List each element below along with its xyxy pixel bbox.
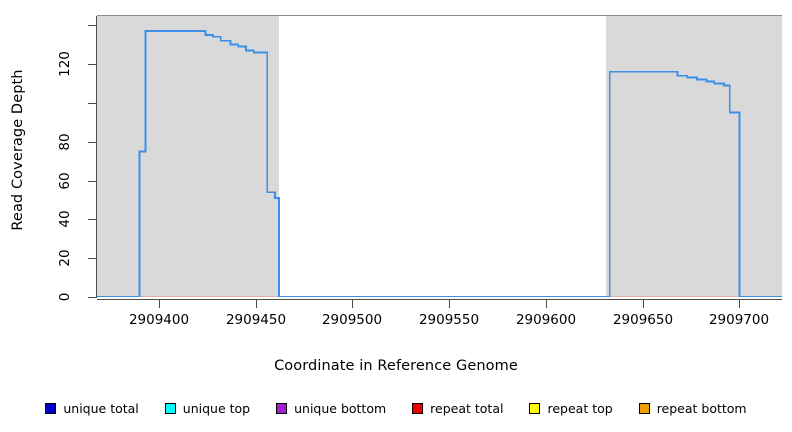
x-tick-2909700 [739, 300, 740, 308]
x-tick-2909600 [546, 300, 547, 308]
legend-item-repeat-bottom[interactable]: repeat bottom [638, 400, 747, 416]
legend-item-repeat-total[interactable]: repeat total [412, 401, 503, 416]
legend-item-unique-top[interactable]: unique top [164, 400, 251, 416]
legend-swatch-icon [529, 402, 541, 414]
x-axis-line [97, 299, 782, 300]
y-tick-label-80: 80 [50, 127, 80, 157]
y-tick-0 [88, 297, 96, 298]
y-tick-label-text: 0 [57, 292, 73, 302]
y-tick-label-40: 40 [50, 204, 80, 234]
legend-swatch-icon [276, 402, 288, 414]
x-tick-label-2909450: 2909450 [225, 312, 287, 328]
x-tick-label-2909500: 2909500 [321, 312, 383, 328]
legend-item-unique-total[interactable]: unique total [45, 400, 139, 416]
x-tick-2909650 [643, 300, 644, 308]
y-tick-40 [88, 219, 96, 220]
y-tick-label-0: 0 [50, 282, 80, 312]
y-tick-60 [88, 181, 96, 182]
legend-label: repeat total [430, 400, 504, 416]
x-tick-label-2909400: 2909400 [128, 312, 190, 328]
y-tick-20 [88, 258, 96, 259]
x-tick-2909400 [159, 300, 160, 308]
legend-swatch-icon [45, 402, 57, 414]
legend-swatch-icon [638, 402, 650, 414]
y-tick-80 [88, 142, 96, 143]
x-axis-title: Coordinate in Reference Genome [274, 358, 518, 374]
plot-frame-top [97, 15, 782, 16]
legend-label: unique bottom [294, 400, 387, 416]
legend-label: unique top [182, 400, 251, 416]
y-axis-line [96, 16, 97, 298]
y-tick-label-text: 80 [57, 133, 73, 151]
unique-total-line [97, 30, 782, 298]
y-tick-label-text: 40 [57, 210, 73, 228]
y-tick-label-60: 60 [50, 166, 80, 196]
x-tick-2909550 [449, 300, 450, 308]
y-tick-100 [88, 103, 96, 104]
x-tick-2909450 [256, 300, 257, 308]
x-tick-label-2909700: 2909700 [708, 312, 770, 328]
chart-legend: unique total unique top unique bottom repea… [0, 398, 792, 418]
legend-swatch-icon [412, 402, 424, 414]
x-tick-label-2909600: 2909600 [515, 312, 577, 328]
y-tick-label-120: 120 [50, 49, 80, 79]
y-tick-label-20: 20 [50, 243, 80, 273]
legend-item-repeat-top[interactable]: repeat top [529, 400, 613, 416]
y-tick-label-text: 20 [57, 249, 73, 267]
coverage-plot-svg [97, 16, 782, 298]
y-tick-140 [88, 25, 96, 26]
y-tick-120 [88, 64, 96, 65]
x-tick-2909500 [352, 300, 353, 308]
legend-swatch-icon [164, 402, 176, 414]
shaded-region-2 [605, 16, 782, 297]
y-axis-title: Read Coverage Depth [10, 69, 26, 231]
shaded-region-1 [97, 16, 279, 297]
x-tick-label-2909650: 2909650 [612, 312, 674, 328]
y-tick-label-text: 60 [57, 172, 73, 190]
x-tick-label-2909550: 2909550 [418, 312, 480, 328]
legend-item-unique-bottom[interactable]: unique bottom [276, 401, 386, 416]
legend-label: unique total [63, 400, 139, 416]
plot-area [97, 16, 782, 298]
y-tick-label-text: 120 [57, 51, 73, 77]
legend-label: repeat bottom [656, 400, 747, 416]
legend-label: repeat top [547, 400, 613, 416]
